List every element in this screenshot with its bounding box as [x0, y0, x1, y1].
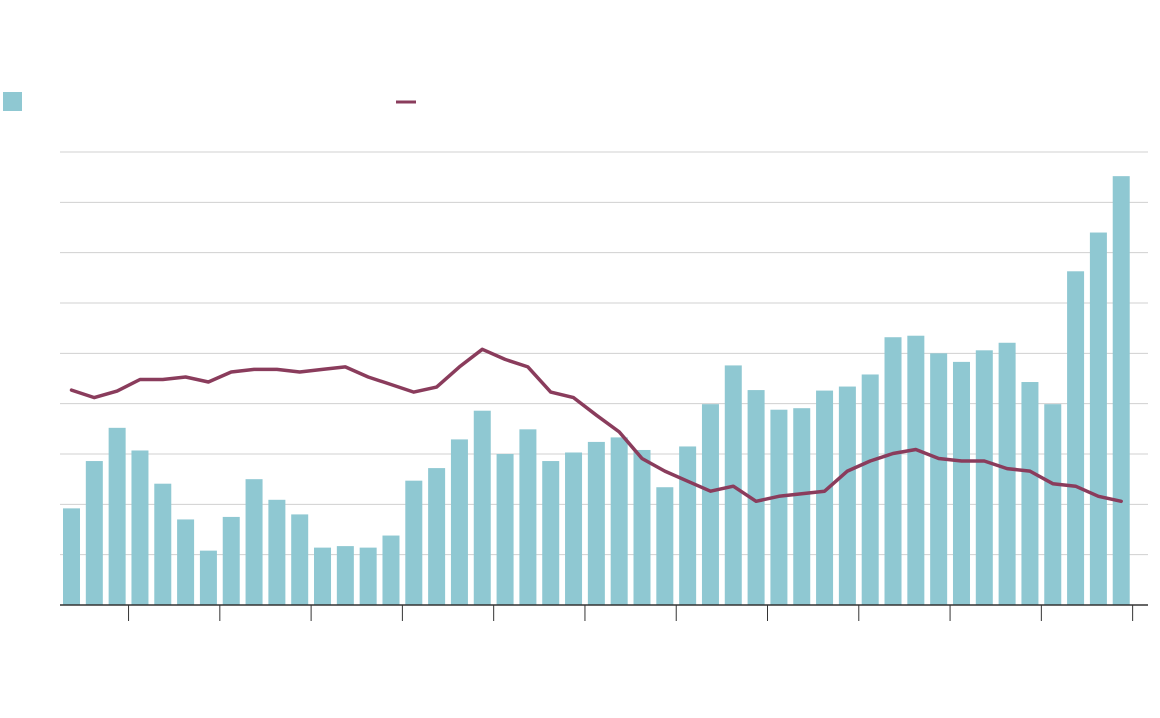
bar-39	[930, 353, 948, 605]
bar-8	[222, 516, 240, 605]
bar-6	[177, 519, 195, 605]
bar-11	[291, 514, 309, 605]
bar-44	[1044, 404, 1062, 605]
bar-28	[679, 446, 697, 605]
bar-13	[336, 546, 354, 605]
bar-15	[382, 535, 400, 605]
bar-24	[587, 441, 605, 605]
bar-33	[793, 408, 811, 605]
bar-7	[199, 550, 217, 605]
bar-43	[1021, 382, 1039, 605]
bar-46	[1089, 232, 1107, 606]
bar-23	[565, 452, 583, 605]
bar-series	[63, 176, 1130, 606]
bar-41	[975, 350, 993, 605]
bar-3	[108, 427, 126, 605]
bar-22	[542, 461, 560, 605]
bar-17	[428, 468, 446, 605]
legend-bar-swatch	[3, 92, 22, 111]
line-series	[69, 347, 1123, 504]
bar-1	[63, 508, 80, 605]
bar-38	[907, 335, 925, 605]
bar-29	[701, 404, 719, 605]
bar-9	[245, 479, 263, 605]
bar-10	[268, 499, 286, 605]
legend	[3, 92, 416, 111]
bar-14	[359, 547, 377, 605]
bar-16	[405, 480, 423, 605]
bar-12	[314, 547, 332, 605]
bar-19	[473, 410, 491, 605]
bar-32	[770, 409, 788, 605]
bar-35	[838, 386, 856, 605]
bar-4	[131, 450, 149, 605]
x-axis	[60, 604, 1148, 621]
bar-27	[656, 487, 674, 605]
bar-36	[861, 374, 879, 605]
bar-18	[450, 439, 468, 605]
bar-26	[633, 449, 651, 605]
line-series-path	[69, 347, 1123, 504]
bar-5	[154, 483, 172, 605]
bar-21	[519, 429, 537, 605]
bar-40	[952, 361, 970, 605]
bar-45	[1067, 271, 1085, 605]
bar-42	[998, 342, 1016, 605]
bar-25	[610, 437, 628, 605]
bar-47	[1112, 176, 1130, 605]
bar-37	[884, 337, 902, 605]
bar-2	[85, 461, 103, 605]
bar-34	[816, 390, 834, 605]
gridlines	[60, 151, 1148, 556]
bar-31	[747, 390, 765, 605]
bar-20	[496, 454, 514, 605]
